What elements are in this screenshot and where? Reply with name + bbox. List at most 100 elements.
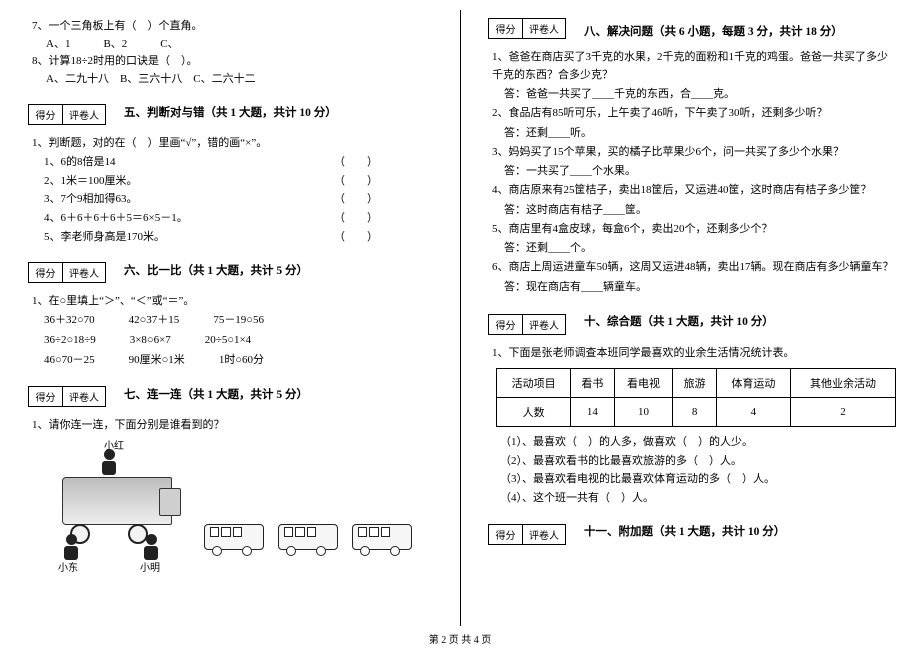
van-view-icon — [202, 516, 266, 558]
td: 4 — [716, 398, 790, 427]
s6-c: 3×8○6×7 — [130, 331, 171, 351]
s8-q6: 6、商店上周运进童车50辆，这周又运进48辆，卖出17辆。现在商店有多少辆童车？ — [492, 259, 898, 277]
s8-a5: 答：还剩____个。 — [504, 238, 898, 259]
th: 体育运动 — [716, 369, 790, 398]
score-label: 得分 — [489, 315, 523, 334]
score-box: 得分 评卷人 — [28, 386, 106, 407]
right-column: 得分 评卷人 八、解决问题（共 6 小题，每题 3 分，共计 18 分） 1、爸… — [460, 0, 920, 620]
s5-i4: 4、6＋6＋6＋6＋5＝6×5－1。 （ ） — [44, 209, 438, 228]
truck-scene: 小红 小东 小明 — [56, 443, 186, 558]
score-label: 得分 — [489, 19, 523, 38]
td: 10 — [614, 398, 673, 427]
s8-a2: 答：还剩____听。 — [504, 123, 898, 144]
s5-i5-text: 5、李老师身高是170米。 — [44, 231, 165, 243]
score-box: 得分 评卷人 — [28, 104, 106, 125]
survey-table: 活动项目 看书 看电视 旅游 体育运动 其他业余活动 人数 14 10 8 4 … — [496, 368, 896, 427]
paren: （ ） — [334, 153, 378, 172]
s5-i1: 1、6的8倍是14 （ ） — [44, 153, 438, 172]
s6-c: 46○70－25 — [44, 351, 95, 371]
section7-header: 得分 评卷人 七、连一连（共 1 大题，共计 5 分） — [28, 376, 438, 411]
score-box: 得分 评卷人 — [28, 262, 106, 283]
matching-figure: 小红 小东 小明 — [56, 443, 438, 558]
s8-q3: 3、妈妈买了15个苹果，买的橘子比苹果少6个，问一共买了多少个水果？ — [492, 144, 898, 162]
section6-header: 得分 评卷人 六、比一比（共 1 大题，共计 5 分） — [28, 252, 438, 287]
truck-body-icon — [62, 477, 172, 525]
td: 8 — [673, 398, 716, 427]
paren: （ ） — [334, 209, 378, 228]
s6-stem: 1、在○里填上“＞”、“＜”或“＝”。 — [32, 293, 438, 311]
s10-stem: 1、下面是张老师调查本班同学最喜欢的业余生活情况统计表。 — [492, 345, 898, 363]
s7-stem: 1、请你连一连，下面分别是谁看到的？ — [32, 417, 438, 435]
s6-c: 1时○60分 — [219, 351, 264, 371]
kid-top-icon — [100, 449, 118, 475]
kid-br-icon — [142, 534, 160, 560]
section6-title: 六、比一比（共 1 大题，共计 5 分） — [124, 262, 308, 278]
s10-sub1: （1）、最喜欢（ ）的人多，做喜欢（ ）的人少。 — [500, 433, 898, 452]
s5-i4-text: 4、6＋6＋6＋6＋5＝6×5－1。 — [44, 212, 188, 224]
score-label: 得分 — [29, 105, 63, 124]
paren: （ ） — [334, 190, 378, 209]
th: 其他业余活动 — [790, 369, 895, 398]
score-box: 得分 评卷人 — [488, 18, 566, 39]
td: 人数 — [497, 398, 571, 427]
td: 2 — [790, 398, 895, 427]
s8-q1: 1、爸爸在商店买了3千克的水果，2千克的面粉和1千克的鸡蛋。爸爸一共买了多少千克… — [492, 49, 898, 84]
s6-c: 90厘米○1米 — [129, 351, 185, 371]
q7-options: A、1 B、2 C、 — [46, 36, 438, 54]
s8-q5: 5、商店里有4盒皮球，每盒6个，卖出20个，还剩多少个？ — [492, 221, 898, 239]
label-bl: 小东 — [58, 559, 78, 574]
s6-c: 36＋32○70 — [44, 311, 95, 331]
th: 看书 — [571, 369, 614, 398]
section8-header: 得分 评卷人 八、解决问题（共 6 小题，每题 3 分，共计 18 分） — [488, 18, 898, 43]
page-container: 7、一个三角板上有（ ）个直角。 A、1 B、2 C、 8、计算18÷2时用的口… — [0, 0, 920, 620]
s5-stem: 1、判断题，对的在（ ）里画“√”，错的画“×”。 — [32, 135, 438, 153]
s6-c: 20÷5○1×4 — [205, 331, 251, 351]
score-box: 得分 评卷人 — [488, 524, 566, 545]
s10-sub3: （3）、最喜欢看电视的比最喜欢体育运动的多（ ）人。 — [500, 470, 898, 489]
paren: （ ） — [334, 172, 378, 191]
s6-row2: 36÷2○18÷9 3×8○6×7 20÷5○1×4 — [44, 331, 438, 351]
s5-i5: 5、李老师身高是170米。 （ ） — [44, 228, 438, 247]
q7: 7、一个三角板上有（ ）个直角。 — [32, 18, 438, 36]
reviewer-label: 评卷人 — [523, 19, 565, 38]
section5-title: 五、判断对与错（共 1 大题，共计 10 分） — [124, 104, 337, 120]
reviewer-label: 评卷人 — [63, 105, 105, 124]
reviewer-label: 评卷人 — [523, 315, 565, 334]
th: 旅游 — [673, 369, 716, 398]
van-view-icon — [276, 516, 340, 558]
td: 14 — [571, 398, 614, 427]
s10-sub2: （2）、最喜欢看书的比最喜欢旅游的多（ ）人。 — [500, 452, 898, 471]
table-row: 人数 14 10 8 4 2 — [497, 398, 896, 427]
th: 看电视 — [614, 369, 673, 398]
s5-i1-text: 1、6的8倍是14 — [44, 156, 116, 168]
s8-a4: 答：这时商店有桔子____筐。 — [504, 200, 898, 221]
left-column: 7、一个三角板上有（ ）个直角。 A、1 B、2 C、 8、计算18÷2时用的口… — [0, 0, 460, 620]
score-label: 得分 — [29, 387, 63, 406]
section11-header: 得分 评卷人 十一、附加题（共 1 大题，共计 10 分） — [488, 514, 898, 549]
label-br: 小明 — [140, 559, 160, 574]
section10-title: 十、综合题（共 1 大题，共计 10 分） — [584, 313, 774, 329]
s8-a1: 答：爸爸一共买了____千克的东西，合____克。 — [504, 84, 898, 105]
s8-q4: 4、商店原来有25筐桔子，卖出18筐后，又运进40筐，这时商店有桔子多少筐？ — [492, 182, 898, 200]
section7-title: 七、连一连（共 1 大题，共计 5 分） — [124, 386, 308, 402]
kid-bl-icon — [62, 534, 80, 560]
s5-i2: 2、1米＝100厘米。 （ ） — [44, 172, 438, 191]
q8: 8、计算18÷2时用的口诀是（ ）。 — [32, 53, 438, 71]
section8-title: 八、解决问题（共 6 小题，每题 3 分，共计 18 分） — [584, 23, 843, 39]
s8-a6: 答：现在商店有____辆童车。 — [504, 277, 898, 298]
s8-q2: 2、食品店有85听可乐，上午卖了46听，下午卖了30听，还剩多少听？ — [492, 105, 898, 123]
s5-i2-text: 2、1米＝100厘米。 — [44, 175, 138, 187]
s6-c: 75－19○56 — [213, 311, 264, 331]
s5-i3: 3、7个9相加得63。（ ） — [44, 190, 438, 209]
table-row: 活动项目 看书 看电视 旅游 体育运动 其他业余活动 — [497, 369, 896, 398]
s8-a3: 答：一共买了____个水果。 — [504, 161, 898, 182]
paren: （ ） — [334, 228, 378, 247]
s6-c: 36÷2○18÷9 — [44, 331, 96, 351]
s6-row3: 46○70－25 90厘米○1米 1时○60分 — [44, 351, 438, 371]
van-view-icon — [350, 516, 414, 558]
score-box: 得分 评卷人 — [488, 314, 566, 335]
van-options — [202, 516, 414, 558]
section10-header: 得分 评卷人 十、综合题（共 1 大题，共计 10 分） — [488, 304, 898, 339]
s10-sub4: （4）、这个班一共有（ ）人。 — [500, 489, 898, 508]
reviewer-label: 评卷人 — [63, 263, 105, 282]
